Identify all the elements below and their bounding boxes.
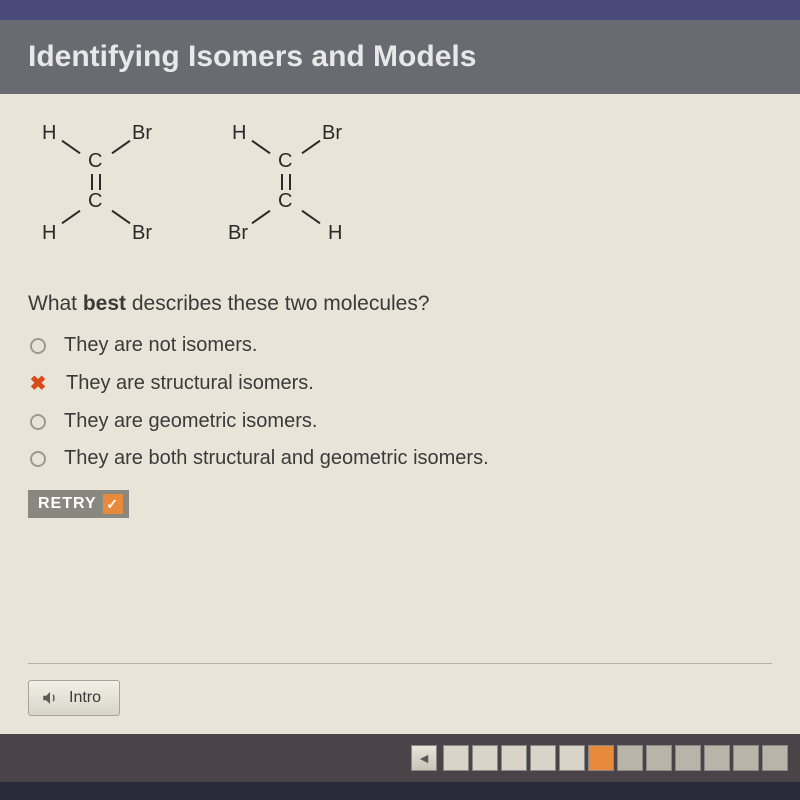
bond-line (99, 174, 101, 190)
option-text: They are not isomers. (64, 334, 257, 357)
radio-icon[interactable] (30, 414, 46, 430)
progress-box[interactable] (762, 745, 788, 771)
bond-line (111, 140, 130, 154)
bond-line (61, 140, 80, 154)
progress-box[interactable] (675, 745, 701, 771)
atom-label: H (328, 222, 342, 245)
progress-box[interactable] (733, 745, 759, 771)
progress-box[interactable] (646, 745, 672, 771)
atom-label: Br (228, 222, 248, 245)
progress-box[interactable] (559, 745, 585, 771)
intro-button[interactable]: Intro (28, 680, 120, 716)
lesson-title: Identifying Isomers and Models (28, 40, 772, 74)
option-row[interactable]: They are not isomers. (28, 334, 772, 357)
wrong-icon: ✖ (28, 371, 48, 396)
atom-label: C (88, 190, 102, 213)
retry-button[interactable]: RETRY ✓ (28, 490, 129, 518)
atom-label: Br (322, 122, 342, 145)
bond-line (111, 210, 130, 224)
progress-box[interactable] (501, 745, 527, 771)
bond-line (61, 210, 80, 224)
option-row[interactable]: They are geometric isomers. (28, 410, 772, 433)
retry-label: RETRY (38, 495, 97, 513)
speaker-icon (41, 689, 59, 707)
atom-label: Br (132, 122, 152, 145)
bond-line (91, 174, 93, 190)
prev-button[interactable]: ◄ (411, 745, 437, 771)
atom-label: H (232, 122, 246, 145)
progress-box[interactable] (472, 745, 498, 771)
molecule-2: H Br C C Br H (228, 122, 378, 262)
bottom-controls: Intro (28, 663, 772, 716)
answer-options: They are not isomers. ✖ They are structura… (28, 334, 772, 470)
atom-label: C (88, 150, 102, 173)
bond-line (301, 210, 320, 224)
atom-label: C (278, 150, 292, 173)
window-top-bar (0, 0, 800, 20)
molecule-diagrams: H Br C C H Br H Br C C Br H (38, 122, 772, 262)
radio-icon[interactable] (30, 451, 46, 467)
progress-box[interactable] (617, 745, 643, 771)
progress-box[interactable] (443, 745, 469, 771)
progress-indicator (443, 745, 788, 771)
divider-line (28, 663, 772, 664)
option-text: They are geometric isomers. (64, 410, 317, 433)
bond-line (251, 140, 270, 154)
lesson-header: Identifying Isomers and Models (0, 20, 800, 94)
progress-box[interactable] (704, 745, 730, 771)
atom-label: Br (132, 222, 152, 245)
intro-label: Intro (69, 689, 101, 707)
bond-line (301, 140, 320, 154)
lesson-content: H Br C C H Br H Br C C Br H (0, 94, 800, 734)
atom-label: C (278, 190, 292, 213)
bond-line (251, 210, 270, 224)
option-row[interactable]: ✖ They are structural isomers. (28, 371, 772, 396)
progress-box[interactable] (588, 745, 614, 771)
option-text: They are structural isomers. (66, 372, 314, 395)
question-text: What best describes these two molecules? (28, 292, 772, 316)
progress-footer: ◄ (0, 734, 800, 782)
atom-label: H (42, 222, 56, 245)
progress-box[interactable] (530, 745, 556, 771)
bond-line (289, 174, 291, 190)
check-icon: ✓ (103, 494, 123, 514)
bond-line (281, 174, 283, 190)
option-text: They are both structural and geometric i… (64, 447, 489, 470)
atom-label: H (42, 122, 56, 145)
molecule-1: H Br C C H Br (38, 122, 188, 262)
option-row[interactable]: They are both structural and geometric i… (28, 447, 772, 470)
radio-icon[interactable] (30, 338, 46, 354)
